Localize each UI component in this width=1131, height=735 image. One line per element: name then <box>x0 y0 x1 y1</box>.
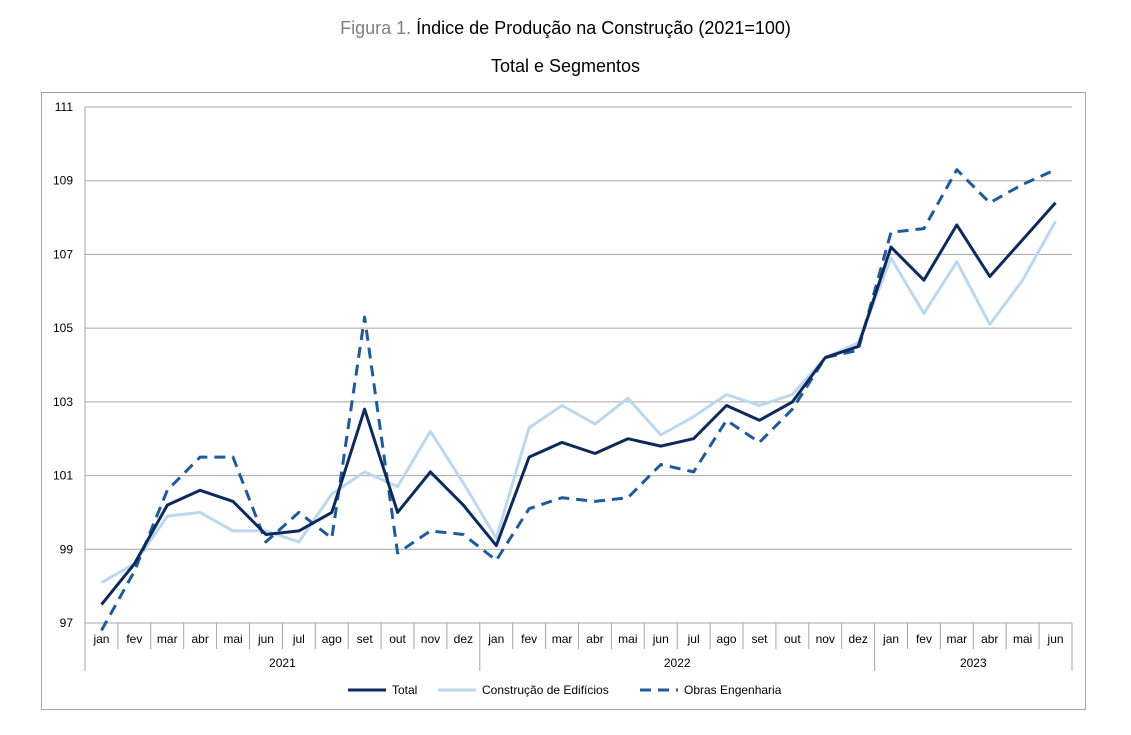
x-tick-label: abr <box>586 632 603 646</box>
x-tick-label: ago <box>322 632 342 646</box>
x-tick-label: out <box>389 632 406 646</box>
x-tick-label: jan <box>487 632 504 646</box>
x-tick-label: jun <box>257 632 274 646</box>
x-tick-label: abr <box>191 632 208 646</box>
legend-label: Total <box>392 683 417 697</box>
figure-title-text: Índice de Produção na Construção (2021=1… <box>416 18 791 38</box>
x-tick-label: nov <box>421 632 440 646</box>
x-tick-label: ago <box>717 632 737 646</box>
x-tick-label: jan <box>92 632 109 646</box>
x-tick-label: out <box>784 632 801 646</box>
x-tick-label: mar <box>157 632 178 646</box>
y-tick-label: 105 <box>53 321 73 335</box>
y-tick-label: 111 <box>55 100 74 114</box>
x-tick-label: mar <box>552 632 573 646</box>
x-tick-label: set <box>357 632 374 646</box>
x-tick-label: mai <box>618 632 637 646</box>
x-tick-label: jun <box>652 632 669 646</box>
x-tick-label: nov <box>816 632 835 646</box>
x-tick-label: mai <box>1013 632 1032 646</box>
x-tick-label: fev <box>521 632 537 646</box>
x-tick-label: set <box>751 632 768 646</box>
year-label: 2022 <box>664 656 691 670</box>
series-line-obras-engenharia <box>100 168 1057 632</box>
x-tick-label: abr <box>981 632 998 646</box>
year-label: 2023 <box>960 656 987 670</box>
x-tick-label: mai <box>223 632 242 646</box>
x-tick-label: mar <box>947 632 968 646</box>
x-tick-label: jul <box>292 632 305 646</box>
x-tick-label: fev <box>916 632 932 646</box>
y-tick-label: 107 <box>53 247 73 261</box>
figure-subtitle: Total e Segmentos <box>490 56 641 76</box>
x-tick-label: fev <box>126 632 142 646</box>
x-tick-label: jun <box>1047 632 1064 646</box>
figure-number: Figura 1. <box>340 18 412 38</box>
series-line-total <box>100 201 1057 606</box>
year-label: 2021 <box>269 656 296 670</box>
x-tick-label: dez <box>454 632 473 646</box>
chart-frame <box>41 92 1086 710</box>
x-tick-label: jan <box>882 632 899 646</box>
figure-title: Figura 1. Índice de Produção na Construç… <box>0 18 1131 39</box>
y-tick-label: 109 <box>53 174 73 188</box>
y-tick-label: 97 <box>60 616 74 630</box>
x-tick-label: jul <box>687 632 700 646</box>
y-tick-label: 99 <box>60 542 74 556</box>
legend-label: Obras Engenharia <box>684 683 782 697</box>
y-tick-label: 101 <box>53 469 73 483</box>
y-tick-label: 103 <box>53 395 73 409</box>
legend-label: Construção de Edifícios <box>482 683 609 697</box>
x-tick-label: dez <box>848 632 867 646</box>
